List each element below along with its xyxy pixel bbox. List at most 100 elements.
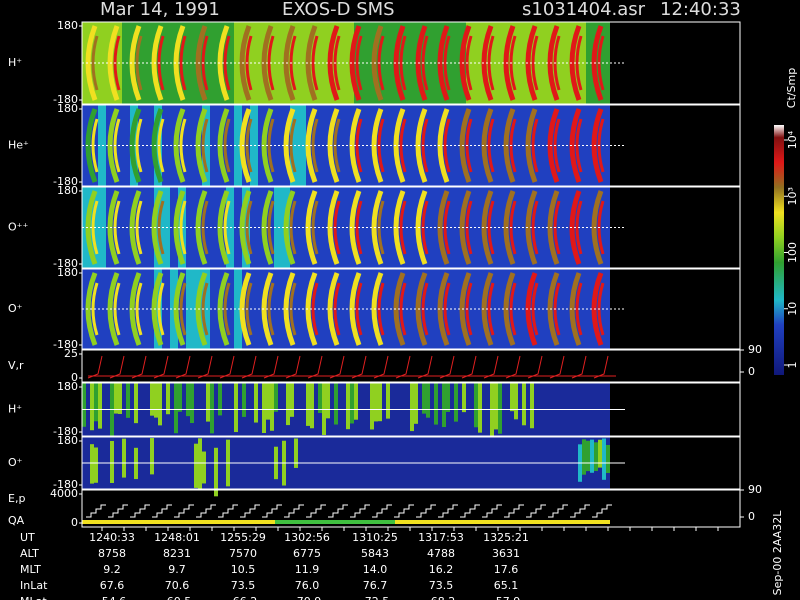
spectrum-cell (602, 438, 606, 480)
spectrum-cell (174, 383, 178, 434)
spin-arc (135, 35, 143, 91)
qa-bar (275, 520, 395, 524)
spin-arc (393, 108, 406, 183)
spin-arc (349, 272, 362, 346)
spin-arc (129, 272, 142, 346)
spectrum-cell (218, 383, 222, 416)
table-value: 1248:01 (154, 531, 200, 544)
spin-arc (267, 282, 275, 336)
table-value: 9.7 (168, 563, 186, 576)
spin-arc (487, 118, 495, 173)
spin-arc (487, 282, 495, 336)
spin-arc (179, 200, 187, 255)
table-value: 73.5 (231, 579, 256, 592)
spectrum-cell (322, 383, 326, 435)
velocity-trace (483, 355, 506, 379)
spin-arc (393, 190, 406, 265)
panel-label: V,r (8, 359, 24, 372)
spin-arc (267, 118, 275, 173)
spectrum-cell (294, 438, 298, 468)
y-tick-label: -180 (53, 425, 78, 438)
velocity-trace (87, 355, 110, 379)
table-row-label: MLat (20, 595, 47, 600)
table-row-label: InLat (20, 579, 48, 592)
table-value: 1325:21 (483, 531, 529, 544)
spin-arc (487, 35, 495, 91)
velocity-trace (549, 355, 572, 379)
spectrum-cell (198, 438, 202, 490)
spin-arc (525, 25, 538, 101)
spin-arc (443, 118, 451, 173)
table-value: -68.2 (427, 595, 455, 600)
energy-step (592, 504, 612, 518)
spin-arc (173, 25, 186, 101)
spin-arc (311, 200, 319, 255)
colorbar-title: Ct/Smp (785, 68, 798, 108)
y-tick-label: 4000 (50, 487, 78, 500)
spectrum-cell (454, 383, 458, 422)
spin-arc (355, 282, 363, 336)
panel-label: E,p (8, 492, 25, 505)
velocity-trace (307, 355, 330, 379)
spectrum-cell (114, 383, 118, 414)
y2-tick-label: 90 (748, 483, 762, 496)
spin-arc (349, 108, 362, 183)
table-row-label: UT (20, 531, 35, 544)
spectrum-cell (234, 383, 238, 433)
table-value: 1317:53 (418, 531, 464, 544)
spin-arc (173, 190, 186, 265)
spin-arc (481, 25, 494, 101)
energy-step (570, 504, 590, 518)
table-value: -60.5 (163, 595, 191, 600)
spin-arc (311, 118, 319, 173)
y-tick-label: 180 (57, 266, 78, 279)
colorbar-tick-label: 10³ (786, 187, 799, 205)
energy-step (152, 504, 172, 518)
y-tick-label: 180 (57, 184, 78, 197)
spectrum-cell (122, 438, 126, 478)
spin-arc (443, 200, 451, 255)
table-value: 1310:25 (352, 531, 398, 544)
spectrum-cell (350, 383, 354, 424)
spectrum-cell (374, 383, 378, 422)
energy-step (306, 504, 326, 518)
spectrum-cell (214, 447, 218, 497)
spectrum-cell (510, 383, 514, 412)
table-value: 14.0 (363, 563, 388, 576)
spin-arc (575, 35, 583, 91)
panel-frame (81, 186, 741, 269)
spin-arc (531, 282, 539, 336)
spin-arc (311, 35, 319, 91)
spin-arc (129, 190, 142, 265)
header-date: Mar 14, 1991 (100, 0, 220, 20)
spin-arc (217, 25, 230, 101)
spectrum-cell (474, 383, 478, 428)
energy-step (328, 504, 348, 518)
spin-arc (91, 35, 99, 91)
spectrum-cell (126, 383, 130, 418)
panel-label: H⁺ (8, 56, 22, 69)
table-value: -72.5 (361, 595, 389, 600)
spin-arc (481, 272, 494, 346)
spin-arc (487, 200, 495, 255)
spin-arc (173, 272, 186, 346)
spectrum-cell (478, 383, 482, 433)
spin-arc (399, 35, 407, 91)
y-tick-label: 0 (71, 516, 78, 529)
spin-arc (267, 200, 275, 255)
spectrum-cell (310, 383, 314, 429)
spin-arc (569, 25, 582, 101)
y-tick-label: -180 (53, 93, 78, 106)
spectrum-cell (210, 383, 214, 434)
spectrum-cell (306, 383, 310, 426)
table-value: 7570 (229, 547, 257, 560)
spin-arc (173, 108, 186, 183)
table-value: -57.9 (492, 595, 520, 600)
table-value: 6775 (293, 547, 321, 560)
energy-step (196, 504, 216, 518)
spin-arc (443, 35, 451, 91)
spectrum-cell (318, 383, 322, 413)
spectrum-cell (266, 383, 270, 420)
velocity-trace (461, 355, 484, 379)
spin-arc (135, 200, 143, 255)
